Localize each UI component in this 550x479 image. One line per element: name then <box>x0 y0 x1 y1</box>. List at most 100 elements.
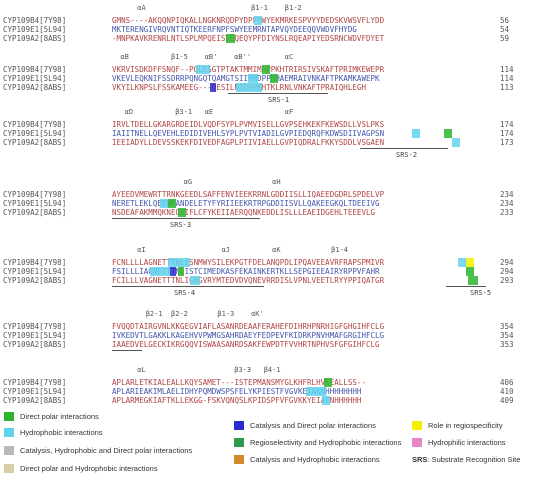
legend-swatch-direct-polar <box>4 412 14 421</box>
residue-number: 293 <box>500 276 514 285</box>
highlight-direct-polar <box>270 74 278 83</box>
highlight-direct-polar <box>178 208 186 217</box>
sequence-name: CYP109E1[5L94] <box>3 267 67 276</box>
legend-label: Catalysis and Hydrophobic interactions <box>250 455 380 464</box>
highlight-hydrophobic <box>322 396 330 405</box>
sequence-name: CYP109A2[8ABS] <box>3 34 67 43</box>
srs-underline <box>446 286 486 287</box>
srs-note-abbrev: SRS <box>412 455 428 464</box>
residue-number: 114 <box>500 74 514 83</box>
sequence-name: CYP109E1[5L94] <box>3 199 67 208</box>
highlight-hydrophobic <box>168 258 190 267</box>
secondary-structure-row: αA β1-1 β1-2 <box>112 4 302 12</box>
residue-number: 233 <box>500 208 514 217</box>
srs-label: SRS-5 <box>470 289 492 297</box>
highlight-hydrophobic <box>236 83 262 92</box>
highlight-hydrophobic <box>458 258 466 267</box>
sequence: VKRVISDKDFFSNQF--PQLESGTPTAKTMMIMDPPKHTR… <box>112 65 385 74</box>
residue-number: 409 <box>500 396 514 405</box>
sequence: IVKEDVTLGAKKLKAGEHVVPWMGSAHRDAEYFEDPEVFK… <box>112 331 385 340</box>
sequence: APLARLETKIALEALLKQYSAMET---ISTEPMANSMYGL… <box>112 378 366 387</box>
residue-number: 114 <box>500 65 514 74</box>
sequence: VKEVLEQKNIFSSDRRPQNGQTQAMGTSIINMDPPKHAEM… <box>112 74 380 83</box>
highlight-direct-polar <box>178 267 184 276</box>
residue-number: 113 <box>500 83 514 92</box>
srs-underline <box>228 93 328 94</box>
residue-number: 354 <box>500 331 514 340</box>
highlight-hydrophobic <box>306 387 326 396</box>
highlight-hydrophobic <box>452 138 460 147</box>
legend-label: Hydrophobic interactions <box>20 428 103 437</box>
sequence: APLARMEGKIAFTKLLEKGG-FSKVQNQSLKPIDSPFVFG… <box>112 396 362 405</box>
sequence-name: CYP109E1[5L94] <box>3 331 67 340</box>
residue-number: 174 <box>500 120 514 129</box>
sequence-name: CYP109B4[7Y98] <box>3 120 67 129</box>
sequence-name: CYP109B4[7Y98] <box>3 258 67 267</box>
sequence: FCNLLLLAGNETTTNLISNMWYSILEKPGTFDELANQPDL… <box>112 258 385 267</box>
residue-number: 353 <box>500 340 514 349</box>
sequence-name: CYP109A2[8ABS] <box>3 83 67 92</box>
secondary-structure-row: β2-1 β2-2 β1-3 αK' <box>112 310 264 318</box>
sequence-name: CYP109B4[7Y98] <box>3 16 67 25</box>
highlight-hydrophobic <box>248 74 258 83</box>
sequence: APLARIEAKIMLAELIDHYPQMDWSPSFELYKPIESTFVG… <box>112 387 362 396</box>
legend-label: Role in regiospecificity <box>428 421 503 430</box>
highlight-catalysis-polar <box>210 83 216 92</box>
sequence-name: CYP109E1[5L94] <box>3 129 67 138</box>
sequence: FSILLLIAGNETTTNLISTCIMEDKASFEKAINKERTKLL… <box>112 267 380 276</box>
highlight-direct-polar <box>168 199 176 208</box>
sequence-name: CYP109A2[8ABS] <box>3 396 67 405</box>
secondary-structure-row: αI αJ αK β1-4 <box>112 246 349 254</box>
srs-note-text: : Substrate Recognition Site <box>427 455 521 464</box>
legend-label: Catalysis and Direct polar interactions <box>250 421 376 430</box>
sequence: -MNPKAVKRENRLNTLSPLMPQEISVEQEQYPFDIYNSLR… <box>112 34 385 43</box>
srs-label: SRS-2 <box>396 151 418 159</box>
legend-swatch-cat-polar <box>234 421 244 430</box>
sequence: IAAEDVELGECKIKRGQQVISWAASANRDSAKFEWPDTFV… <box>112 340 380 349</box>
residue-number: 54 <box>500 25 510 34</box>
srs-note: SRS: Substrate Recognition Site <box>412 455 520 464</box>
sequence-name: CYP109A2[8ABS] <box>3 340 67 349</box>
residue-number: 174 <box>500 129 514 138</box>
legend-swatch-regiospecificity <box>412 421 422 430</box>
secondary-structure-row: αL β3-3 β4-1 <box>112 366 281 374</box>
highlight-hydrophobic <box>196 65 210 74</box>
residue-number: 234 <box>500 199 514 208</box>
highlight-direct-polar <box>444 129 452 138</box>
srs-label: SRS-1 <box>268 96 290 104</box>
residue-number: 354 <box>500 322 514 331</box>
highlight-hydrophobic <box>412 129 420 138</box>
legend-swatch-hydrophilic <box>412 438 422 447</box>
legend-swatch-polar-hydro <box>4 464 14 473</box>
highlight-hydrophobic <box>150 267 170 276</box>
srs-label: SRS-4 <box>174 289 196 297</box>
sequence: FCILLLVAGNETTTNLIGNGVRYMTEDVDVQNEVRRDISL… <box>112 276 385 285</box>
sequence: GMNS----AKQQNPIQKALLNGKNRQDPYDPFPWYEKMRK… <box>112 16 385 25</box>
residue-number: 234 <box>500 190 514 199</box>
sequence: IRVLTDELLGKARGRDEIDLVQDFSYPLPVMVISELLGVP… <box>112 120 385 129</box>
legend-label: Catalysis, Hydrophobic and Direct polar … <box>20 446 193 455</box>
legend-label: Hydrophilic interactions <box>428 438 506 447</box>
legend-swatch-cat-hydro-polar <box>4 446 14 455</box>
highlight-direct-polar <box>324 378 332 387</box>
srs-underline <box>360 148 448 149</box>
highlight-hydrophobic <box>190 276 200 285</box>
highlight-direct-polar <box>468 276 478 285</box>
residue-number: 173 <box>500 138 514 147</box>
sequence: NERETLEKLQEENKANDELETYFYRIIEEKRTRPGDDIIS… <box>112 199 380 208</box>
legend-swatch-cat-hydro <box>234 455 244 464</box>
legend-label: Direct polar and Hydrophobic interaction… <box>20 464 158 473</box>
highlight-hydrophobic <box>254 16 262 25</box>
legend-swatch-regio-hydro <box>234 438 244 447</box>
sequence-name: CYP109B4[7Y98] <box>3 322 67 331</box>
residue-number: 406 <box>500 378 514 387</box>
sequence: MKTERENGIVRQVNTIQTKEERFNPFSWYEEMRNTAPVQY… <box>112 25 357 34</box>
srs-underline <box>112 286 264 287</box>
sequence-name: CYP109A2[8ABS] <box>3 208 67 217</box>
residue-number: 59 <box>500 34 510 43</box>
sequence-name: CYP109E1[5L94] <box>3 74 67 83</box>
sequence-name: CYP109E1[5L94] <box>3 387 67 396</box>
srs-label: SRS-3 <box>170 221 192 229</box>
legend-label: Direct polar interactions <box>20 412 99 421</box>
residue-number: 410 <box>500 387 514 396</box>
